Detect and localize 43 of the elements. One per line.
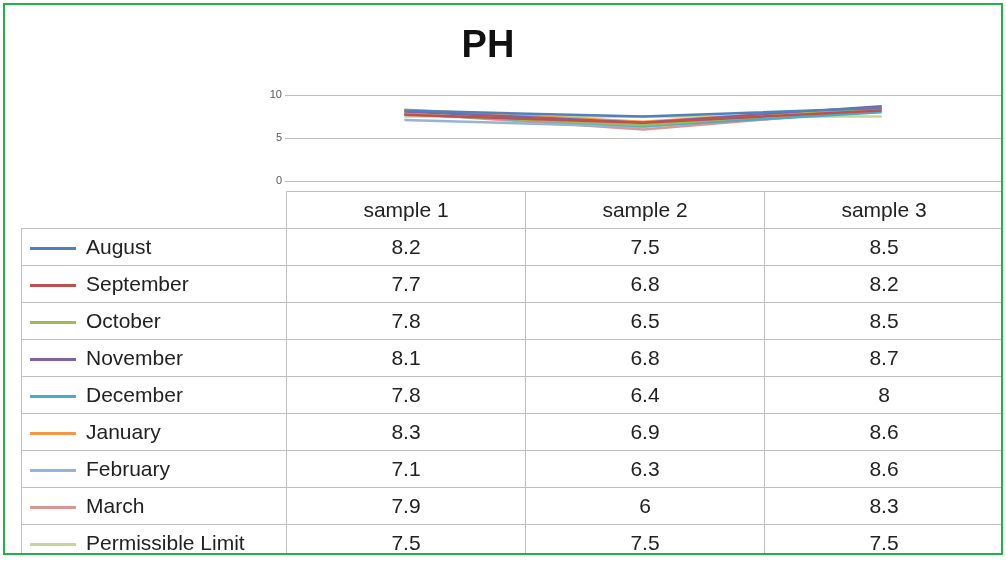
- data-label: 8.6: [764, 413, 1004, 451]
- data-label: 6.8: [525, 265, 765, 303]
- data-label: 7.7: [286, 265, 526, 303]
- data-label: 8.2: [764, 265, 1004, 303]
- x-tick-label: sample 1: [286, 191, 526, 229]
- x-tick-label: sample 2: [525, 191, 765, 229]
- data-label: 8.7: [764, 339, 1004, 377]
- data-label: 8.2: [286, 228, 526, 266]
- data-label: 8.1: [286, 339, 526, 377]
- data-label: 8.6: [764, 450, 1004, 488]
- data-label: 8.3: [764, 487, 1004, 525]
- data-label: 7.9: [286, 487, 526, 525]
- data-label: 7.5: [525, 228, 765, 266]
- legend-label: November: [86, 346, 183, 369]
- legend-label: January: [86, 420, 161, 443]
- legend-label: Permissible Limit: [86, 531, 245, 554]
- legend-label: October: [86, 309, 161, 332]
- data-label: 8.3: [286, 413, 526, 451]
- data-label: 6.9: [525, 413, 765, 451]
- data-label: 8.5: [764, 302, 1004, 340]
- legend-label: September: [86, 272, 189, 295]
- data-label: 6.3: [525, 450, 765, 488]
- legend-label: December: [86, 383, 183, 406]
- data-label: 6.4: [525, 376, 765, 414]
- data-label: 7.5: [629, 530, 661, 555]
- data-label: 7.5: [868, 530, 900, 555]
- data-label: 6.5: [525, 302, 765, 340]
- x-tick-label: sample 3: [764, 191, 1004, 229]
- data-label: 7.8: [286, 376, 526, 414]
- data-label: 8: [764, 376, 1004, 414]
- y-tick-label: 5: [275, 131, 282, 144]
- data-label: 6.8: [525, 339, 765, 377]
- legend-label: August: [86, 235, 152, 258]
- data-label: 7.1: [286, 450, 526, 488]
- y-tick-label: 10: [269, 88, 282, 101]
- data-label: 6: [525, 487, 765, 525]
- data-label: 7.5: [390, 530, 422, 555]
- legend-label: March: [86, 494, 145, 517]
- data-label: 7.8: [286, 302, 526, 340]
- legend-label: February: [86, 457, 171, 480]
- y-tick-label: 0: [275, 174, 282, 187]
- chart-title: PH: [460, 23, 516, 66]
- data-label: 8.5: [764, 228, 1004, 266]
